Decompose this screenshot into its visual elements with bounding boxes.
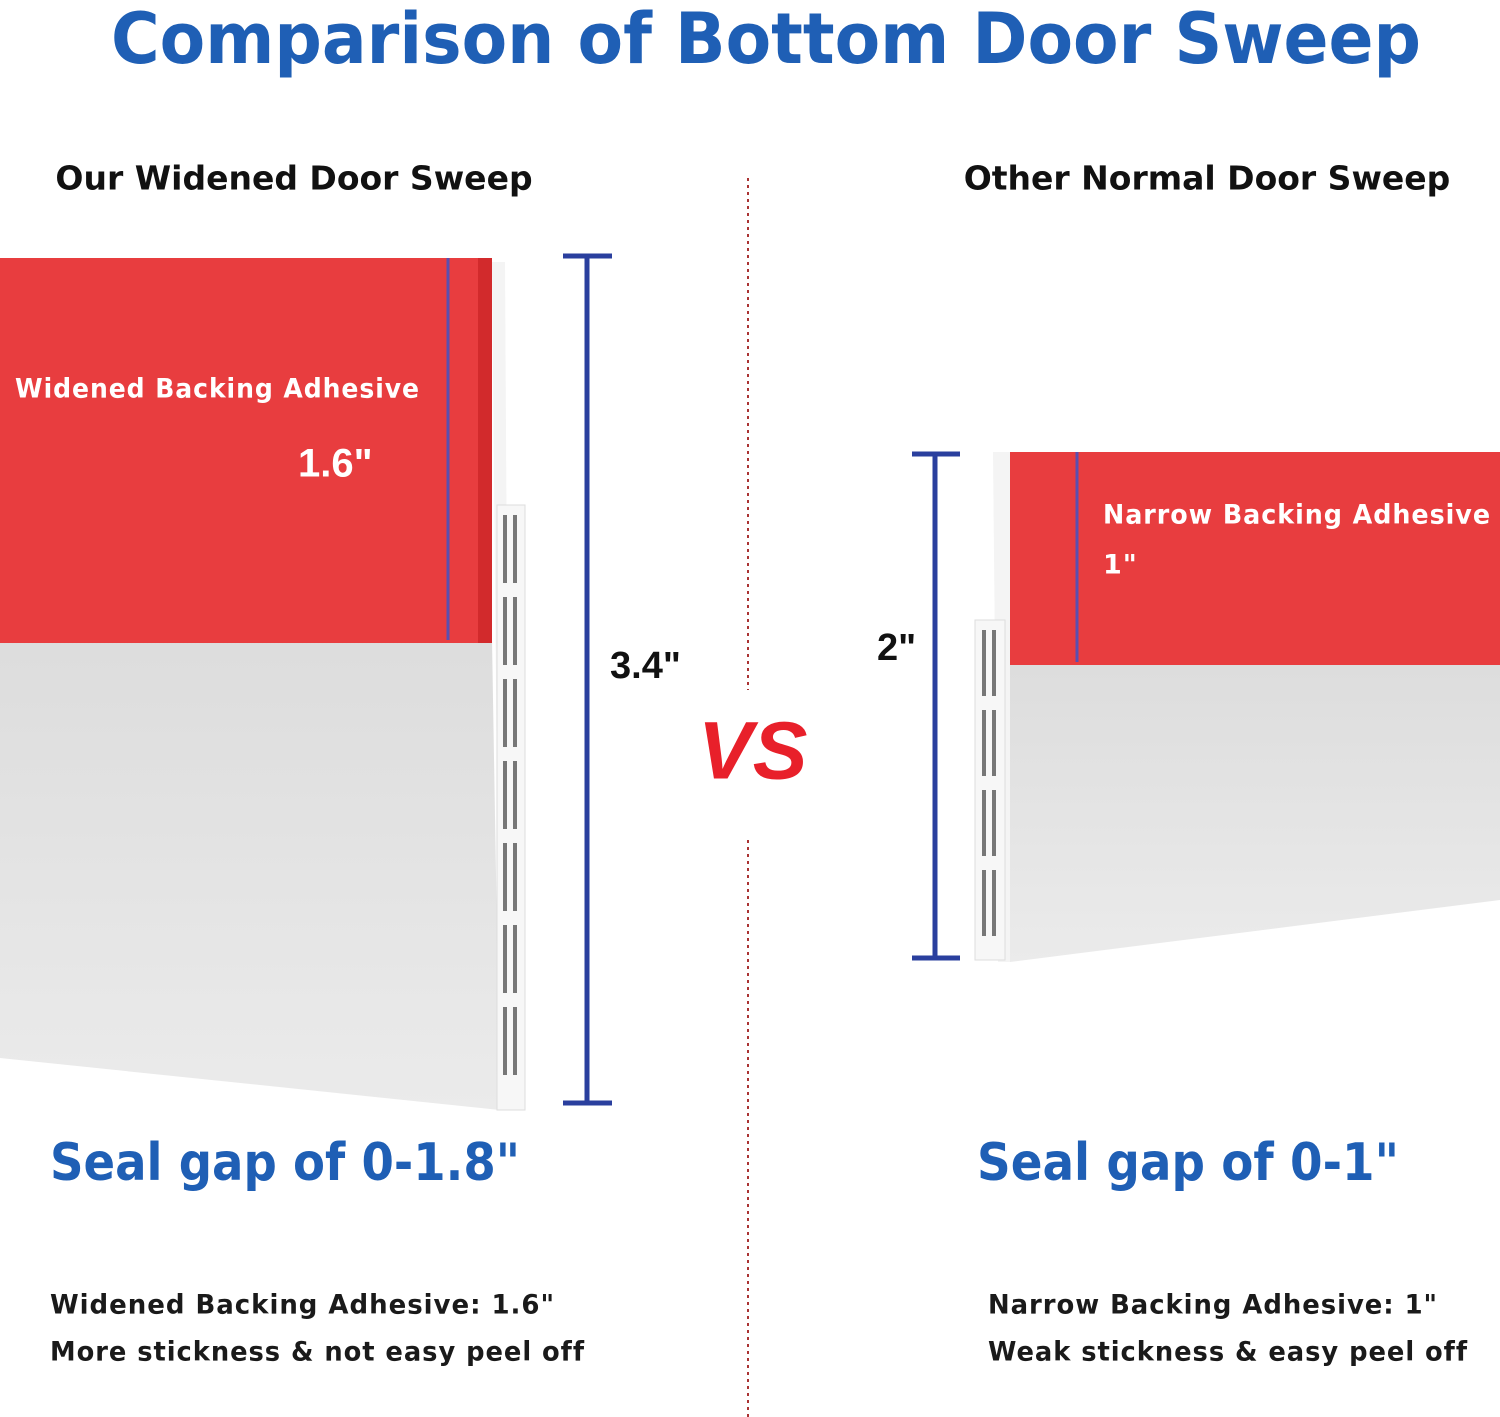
height-label: 3.4": [610, 645, 681, 687]
adhesive-size: 1": [1103, 550, 1138, 581]
heading: Our Widened Door Sweep: [55, 159, 532, 198]
vs-label: VS: [698, 706, 807, 797]
slot: [513, 515, 517, 583]
seal-gap: Seal gap of 0-1": [977, 1133, 1399, 1193]
note: Narrow Backing Adhesive: 1": [988, 1290, 1438, 1321]
seal-gap: Seal gap of 0-1.8": [50, 1133, 520, 1193]
slot: [982, 630, 986, 696]
heading: Other Normal Door Sweep: [964, 159, 1451, 198]
slot: [503, 515, 507, 583]
slot: [503, 843, 507, 911]
adhesive-label: Narrow Backing Adhesive: [1103, 500, 1491, 531]
note: More stickness & not easy peel off: [50, 1337, 585, 1368]
slotted-strip: [974, 619, 1006, 961]
note: Widened Backing Adhesive: 1.6": [50, 1290, 555, 1321]
slot: [513, 597, 517, 665]
slot: [992, 710, 996, 776]
slot: [503, 597, 507, 665]
slot: [503, 679, 507, 747]
note: Weak stickness & easy peel off: [988, 1337, 1468, 1368]
adhesive-strip: [0, 258, 490, 643]
slot: [982, 710, 986, 776]
slot: [513, 1007, 517, 1075]
slot: [992, 790, 996, 856]
slot: [982, 790, 986, 856]
height-label: 2": [877, 627, 916, 669]
slot: [992, 870, 996, 936]
slot: [992, 630, 996, 696]
slot: [513, 679, 517, 747]
title: Comparison of Bottom Door Sweep: [111, 0, 1421, 80]
adhesive-edge: [478, 258, 492, 643]
slot: [513, 761, 517, 829]
slot: [513, 843, 517, 911]
adhesive-size: 1.6": [298, 442, 373, 486]
slotted-strip: [496, 504, 526, 1111]
slot: [982, 870, 986, 936]
sweep-body: [0, 620, 500, 1110]
sweep-body: [1010, 648, 1500, 962]
slot: [513, 925, 517, 993]
slot: [503, 1007, 507, 1075]
slot: [503, 925, 507, 993]
adhesive-strip: [1010, 452, 1500, 665]
slot: [503, 761, 507, 829]
adhesive-label: Widened Backing Adhesive: [15, 374, 420, 405]
